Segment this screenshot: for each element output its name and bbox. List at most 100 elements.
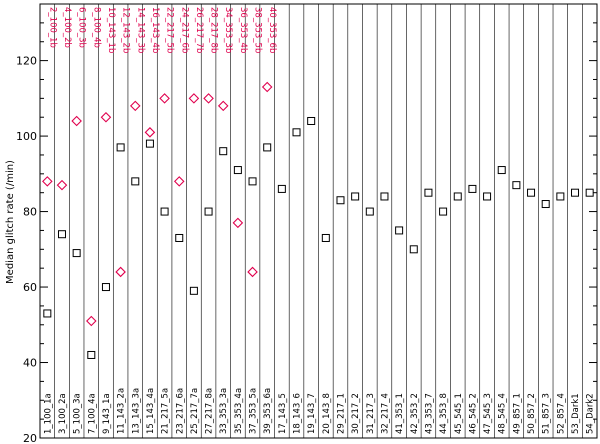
y-tick-label: 100 [16,130,37,143]
y-tick-label: 20 [23,432,37,444]
category-label: 42_353_2 [410,393,420,434]
square-point [175,233,184,242]
category-label: 11_143_2a [117,388,127,434]
square-point [292,128,301,137]
square-point [131,177,140,186]
diamond-point [217,100,229,112]
category-label: 41_353_1 [395,393,405,434]
category-label: 9_143_1a [102,393,112,434]
diamond-point [173,176,185,187]
y-axis-ticks: 20 40 60 80 100 120 [16,3,597,444]
diamond-point [129,100,141,112]
square-point [483,192,492,201]
diamond-point [144,127,156,138]
diamond-label: 34_353_3b [223,7,233,53]
diamond-label: 22_217_5b [165,7,175,53]
square-point [365,207,374,216]
square-point [248,177,257,186]
diamond-label: 26_217_7b [194,7,204,53]
square-point [160,207,169,216]
plot-frame [39,3,598,439]
square-point [468,184,477,193]
category-label: 47_545_3 [483,393,493,434]
category-labels: 1_100_1a 3_100_2a 5_100_3a 7_100_4a 9_143_1a… [43,388,595,434]
diamond-label: 14_143_3b [135,7,145,53]
diamond-point [247,266,258,278]
axes [39,3,598,439]
category-label: 46_545_2 [468,393,478,434]
square-point [571,188,580,197]
square-point [307,116,316,125]
diamond-label: 10_143_1b [106,7,116,53]
category-label: 20_143_8 [322,393,332,434]
category-label: 50_857_2 [527,393,537,434]
square-point [321,233,330,242]
y-tick-label: 120 [16,55,37,68]
square-point [43,309,52,318]
y-tick-label: 60 [23,281,37,294]
square-point [424,188,433,197]
diamond-label: 8_100_4b [91,7,101,48]
diamond-point [159,93,170,104]
category-label: 25_217_7a [190,388,200,434]
square-point [439,207,448,216]
y-tick-label: 40 [23,357,37,370]
diamond-label: 6_100_3b [77,7,87,48]
square-point [204,207,213,216]
diamond-point [56,179,68,191]
category-label: 5_100_3a [73,393,83,434]
square-point [541,200,550,209]
diamond-point [261,81,273,93]
diamond-point [71,115,82,127]
category-label: 33_353_3a [219,388,229,434]
diamond-label: 2_100_1b [47,7,57,48]
category-label: 15_143_4a [146,388,156,434]
diamond-label: 28_217_8b [209,7,219,53]
y-axis-label: Median glitch rate (/min) [5,160,16,284]
square-point [263,143,272,152]
square-point [409,245,418,254]
diamond-point [188,93,200,104]
category-label: 30_217_2 [351,393,361,434]
diamond-point [203,93,214,104]
square-point [395,226,404,235]
category-label: 7_100_4a [87,393,97,434]
diamond-label: 36_353_4b [238,7,248,53]
category-label: 54_Dark2 [586,393,596,434]
square-point [527,188,536,197]
category-label: 39_353_6a [263,388,273,434]
category-label: 51_857_3 [542,393,552,434]
category-label: 32_217_4 [380,393,390,434]
category-label: 35_353_4a [234,388,244,434]
diamond-label: 4_100_2b [62,7,72,48]
square-point [497,166,506,175]
y-tick-label: 80 [23,206,37,219]
diamond-point [115,266,126,278]
square-point [145,139,154,148]
category-label: 17_143_5 [278,393,288,434]
square-point [233,166,242,175]
category-label: 43_353_7 [424,393,434,434]
diamond-point [100,111,112,123]
category-label: 44_353_8 [439,393,449,434]
category-label: 48_545_4 [498,393,508,434]
diamond-label: 12_143_2b [121,7,131,53]
square-point [219,147,228,156]
diamond-label: 40_353_6b [267,7,277,53]
diamond-label: 38_353_5b [253,7,263,53]
category-label: 23_217_6a [175,388,185,434]
square-point [585,188,594,197]
category-label: 53_Dark1 [571,393,581,434]
diamond-point [42,176,53,187]
square-point [189,286,198,295]
square-point [351,192,360,201]
category-label: 19_143_7 [307,393,317,434]
category-label: 1_100_1a [43,393,53,434]
category-label: 3_100_2a [58,393,68,434]
category-label: 27_217_8a [205,388,215,434]
category-label: 13_143_3a [131,388,141,434]
category-label: 18_143_6 [293,393,303,434]
square-point [87,350,96,359]
square-point [72,249,81,258]
category-label: 52_857_4 [556,393,566,434]
